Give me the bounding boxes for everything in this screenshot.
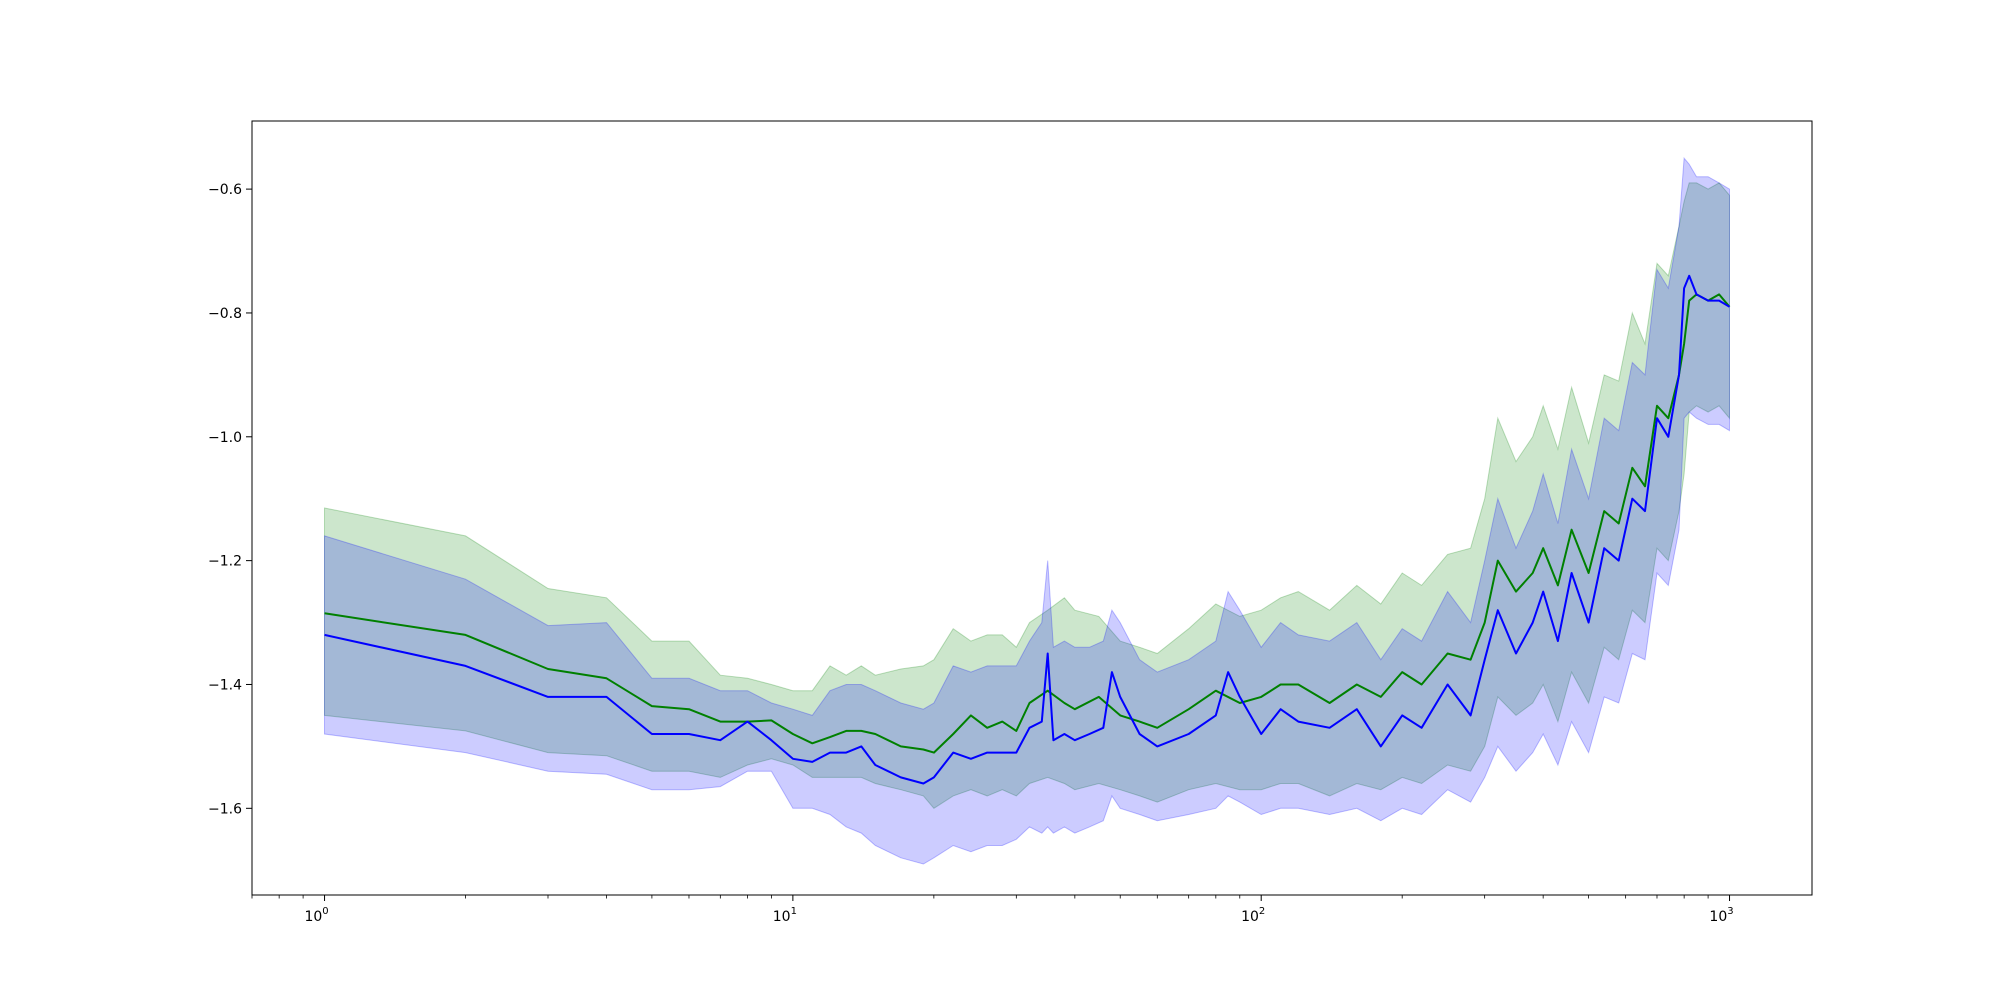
y-tick-label-2: −1.0 bbox=[208, 430, 242, 446]
series-1-band bbox=[324, 182, 1730, 809]
confidence-bands bbox=[324, 156, 1730, 865]
y-tick-label-3: −1.2 bbox=[208, 554, 242, 570]
series-1-line bbox=[324, 293, 1731, 754]
y-tick-label-0: −0.6 bbox=[208, 182, 242, 198]
y-axis: −0.6 −0.8 −1.0 −1.2 −1.4 −1.6 bbox=[208, 182, 252, 817]
x-tick-label-2: 102 bbox=[1241, 906, 1265, 925]
series-2-band bbox=[324, 156, 1730, 865]
plot-frame bbox=[251, 120, 1813, 896]
x-axis: 100 101 102 103 bbox=[251, 895, 1734, 925]
x-tick-label-0: 100 bbox=[304, 906, 328, 925]
y-tick-label-4: −1.4 bbox=[208, 677, 242, 693]
series-lines bbox=[324, 274, 1731, 785]
series-2-line bbox=[324, 274, 1731, 785]
x-tick-label-1: 101 bbox=[773, 906, 797, 925]
y-tick-label-5: −1.6 bbox=[208, 801, 242, 817]
x-tick-label-3: 103 bbox=[1709, 906, 1733, 925]
y-tick-label-1: −0.8 bbox=[208, 306, 242, 322]
